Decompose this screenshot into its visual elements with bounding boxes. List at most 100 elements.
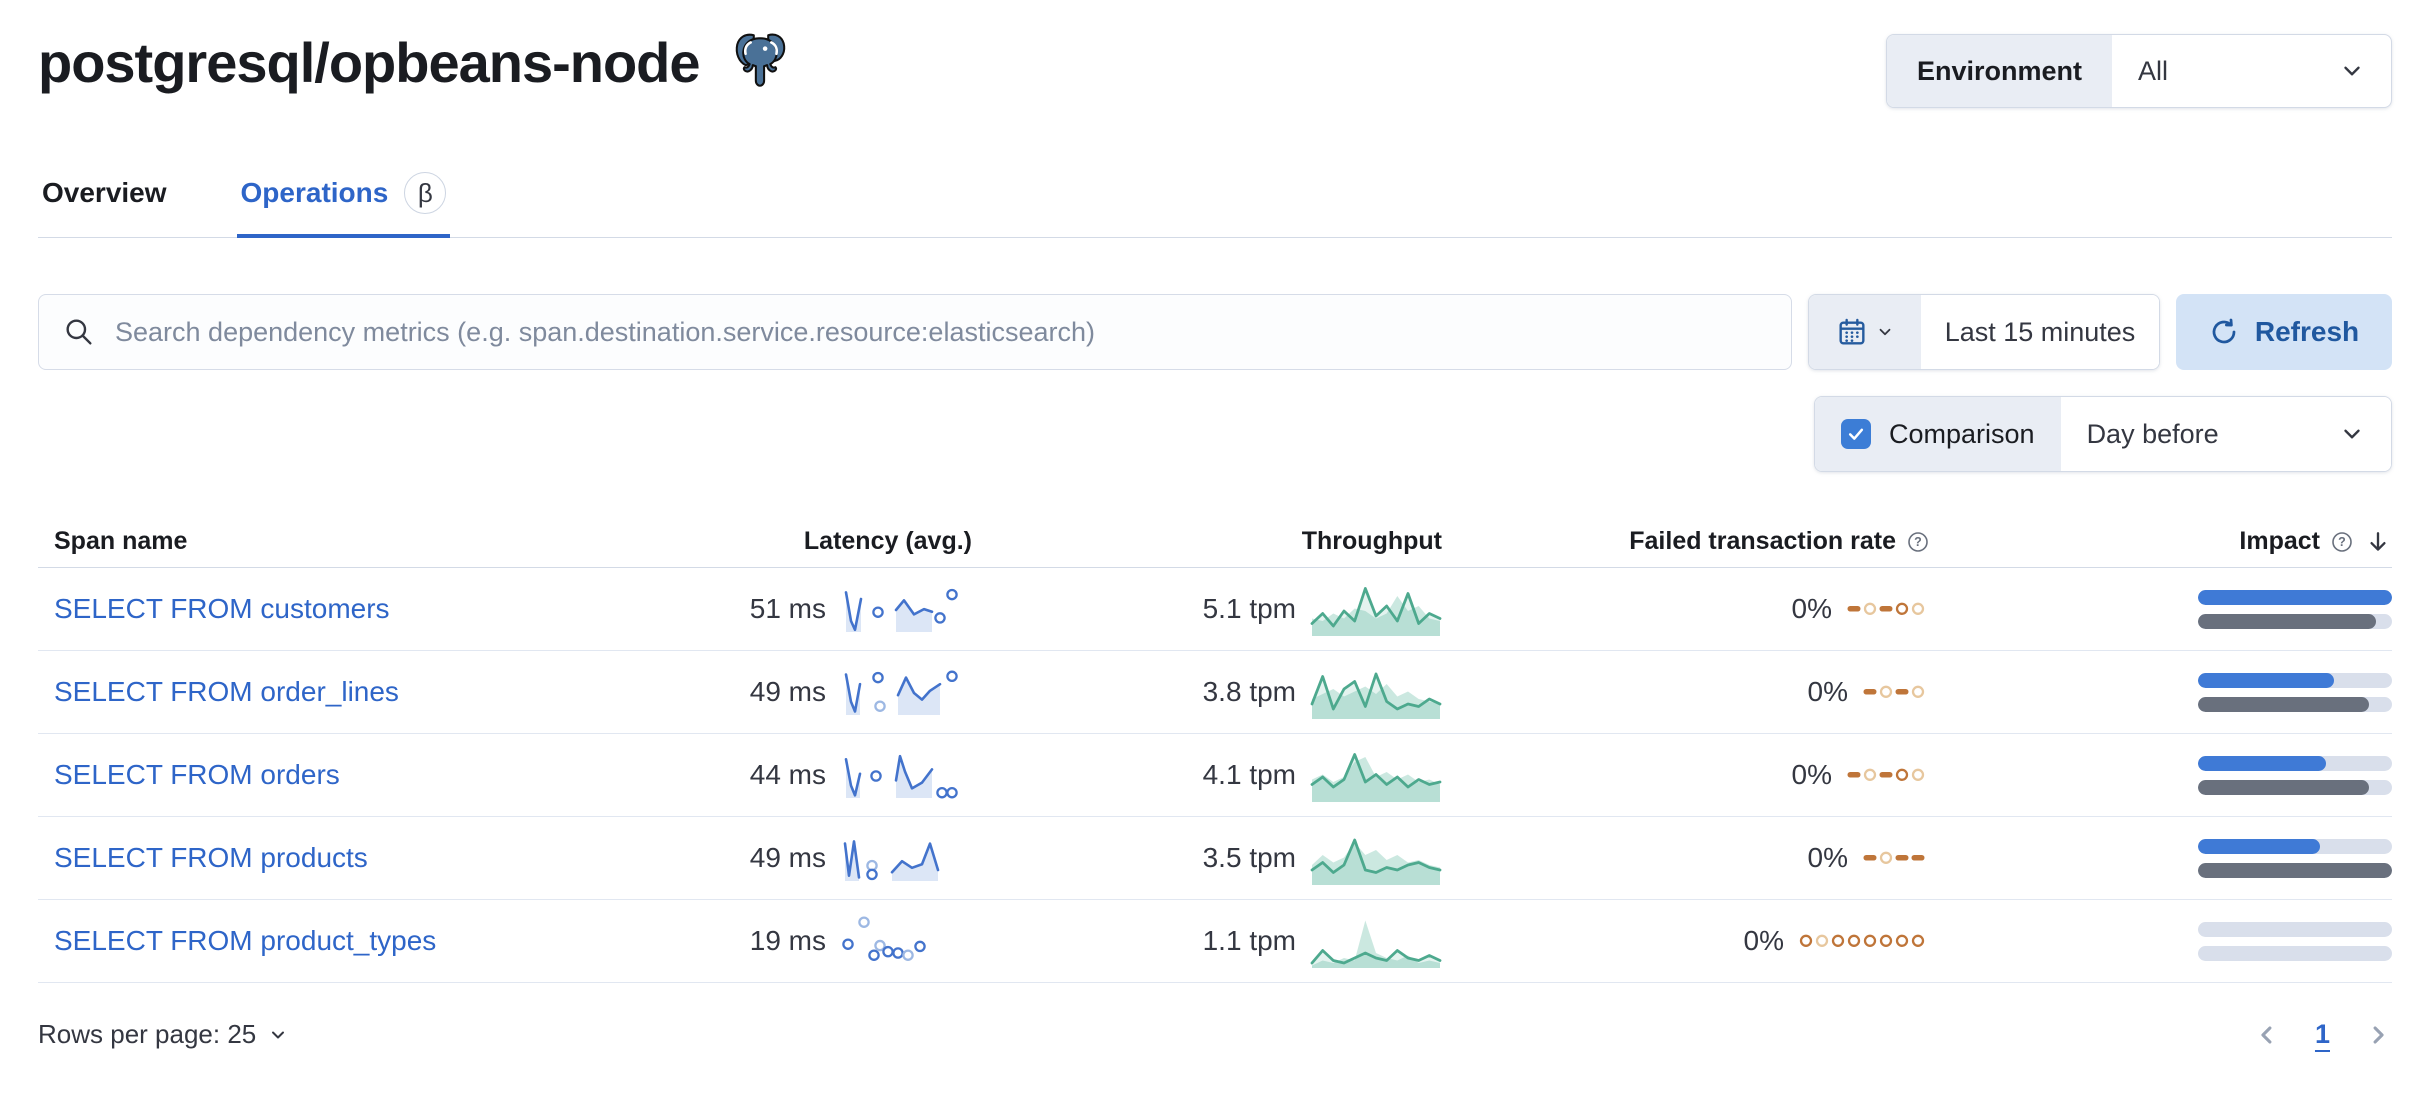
throughput-value: 1.1 tpm [1202, 925, 1296, 956]
impact-bars [2198, 672, 2392, 712]
environment-select[interactable]: Environment All [1886, 34, 2392, 108]
table-footer: Rows per page: 25 1 [38, 1019, 2392, 1050]
table-row: SELECT FROM orders 44 ms 4.1 tpm 0% [38, 734, 2392, 817]
failed-rate-value: 0% [1807, 676, 1848, 707]
throughput-sparkline [1310, 672, 1442, 719]
throughput-sparkline [1310, 753, 1442, 802]
throughput-sparkline [1310, 838, 1442, 885]
postgresql-icon [735, 33, 785, 87]
impact-current-bar [2198, 755, 2392, 771]
impact-current-bar [2198, 838, 2392, 854]
throughput-sparkline [1310, 920, 1442, 968]
failed-rate-value: 0% [1807, 842, 1848, 873]
column-latency[interactable]: Latency (avg.) [803, 527, 972, 555]
impact-current-bar [2198, 921, 2392, 937]
page-title: postgresql/opbeans-node [38, 31, 700, 94]
span-name-link[interactable]: SELECT FROM orders [54, 759, 340, 790]
datepicker: Last 15 minutes [1808, 294, 2160, 370]
search-icon [66, 319, 92, 345]
column-span-name[interactable]: Span name [54, 527, 188, 555]
span-name-link[interactable]: SELECT FROM order_lines [54, 676, 399, 707]
latency-sparkline [843, 840, 940, 881]
chevron-down-icon [2344, 66, 2360, 76]
tab-overview[interactable]: Overview [42, 176, 167, 208]
latency-sparkline [844, 588, 958, 632]
chevron-down-icon [272, 1031, 285, 1038]
comparison-select[interactable]: Day before [2060, 397, 2391, 471]
failed-rate-value: 0% [1791, 593, 1832, 624]
refresh-button[interactable]: Refresh [2176, 294, 2392, 370]
comparison-checkbox[interactable] [1841, 419, 1871, 449]
column-throughput[interactable]: Throughput [1301, 527, 1442, 555]
title-wrap: postgresql/opbeans-node [38, 26, 794, 95]
operations-table: Span name Latency (avg.) Throughput Fail… [38, 516, 2392, 983]
svg-text:?: ? [1914, 535, 1922, 549]
page-number[interactable]: 1 [2314, 1019, 2330, 1049]
failed-rate-sparkline [1863, 685, 1925, 698]
tabs: Overview Operations β [38, 166, 2392, 238]
throughput-value: 5.1 tpm [1202, 593, 1296, 624]
header: postgresql/opbeans-node Environment All [38, 26, 2392, 108]
throughput-value: 4.1 tpm [1202, 759, 1296, 790]
question-icon[interactable]: ? [1906, 530, 1930, 554]
span-name-link[interactable]: SELECT FROM customers [54, 593, 390, 624]
comparison-label: Comparison [1889, 418, 2035, 449]
table-body: SELECT FROM customers 51 ms 5.1 tpm 0% S… [38, 568, 2392, 983]
impact-previous-bar [2198, 945, 2392, 961]
table-row: SELECT FROM product_types 19 ms 1.1 tpm … [38, 900, 2392, 983]
previous-page-button[interactable] [2253, 1021, 2281, 1049]
span-name-link[interactable]: SELECT FROM products [54, 842, 368, 873]
throughput-sparkline [1310, 587, 1442, 636]
search-box [38, 294, 1792, 370]
rows-per-page-button[interactable]: Rows per page: 25 [38, 1019, 288, 1050]
svg-text:?: ? [2338, 535, 2346, 549]
impact-previous-bar [2198, 613, 2392, 629]
chevron-down-icon [2344, 429, 2360, 439]
impact-bars [2198, 921, 2392, 961]
time-range-button[interactable]: Last 15 minutes [1921, 295, 2159, 369]
toolbar: Last 15 minutes Refresh [38, 294, 2392, 370]
search-input[interactable] [113, 315, 1767, 349]
failed-rate-sparkline [1847, 602, 1925, 615]
table-row: SELECT FROM order_lines 49 ms 3.8 tpm 0% [38, 651, 2392, 734]
latency-value: 44 ms [749, 759, 826, 790]
next-page-button[interactable] [2364, 1021, 2392, 1049]
column-impact[interactable]: Impact ? [1930, 527, 2392, 556]
column-failed-rate[interactable]: Failed transaction rate ? [1442, 527, 1930, 556]
chevron-right-icon [2373, 1025, 2384, 1044]
table-row: SELECT FROM customers 51 ms 5.1 tpm 0% [38, 568, 2392, 651]
table-header: Span name Latency (avg.) Throughput Fail… [38, 516, 2392, 568]
throughput-value: 3.5 tpm [1202, 842, 1296, 873]
beta-badge: β [404, 172, 447, 214]
failed-rate-sparkline [1799, 934, 1925, 947]
throughput-value: 3.8 tpm [1202, 676, 1296, 707]
environment-label: Environment [1887, 35, 2113, 107]
latency-value: 19 ms [749, 925, 826, 956]
comparison-control: Comparison Day before [1814, 396, 2392, 472]
impact-previous-bar [2198, 779, 2392, 795]
environment-value: All [2112, 35, 2391, 107]
impact-bars [2198, 589, 2392, 629]
impact-current-bar [2198, 672, 2392, 688]
latency-sparkline [844, 670, 958, 715]
latency-value: 49 ms [749, 842, 826, 873]
latency-sparkline [842, 916, 926, 961]
datepicker-quick-menu-button[interactable] [1809, 295, 1921, 369]
check-icon [1848, 428, 1864, 440]
span-name-link[interactable]: SELECT FROM product_types [54, 925, 437, 956]
sort-desc-icon [2370, 531, 2386, 551]
table-row: SELECT FROM products 49 ms 3.5 tpm 0% [38, 817, 2392, 900]
failed-rate-sparkline [1847, 768, 1925, 781]
impact-bars [2198, 838, 2392, 878]
refresh-icon [2212, 318, 2236, 344]
chevron-down-icon [1879, 328, 1891, 336]
comparison-row: Comparison Day before [38, 396, 2392, 472]
latency-value: 51 ms [749, 593, 826, 624]
tab-operations[interactable]: Operations β [236, 166, 451, 238]
impact-current-bar [2198, 589, 2392, 605]
pagination: 1 [2253, 1019, 2392, 1050]
latency-value: 49 ms [749, 676, 826, 707]
failed-rate-value: 0% [1791, 759, 1832, 790]
question-icon[interactable]: ? [2330, 530, 2354, 554]
chevron-left-icon [2261, 1025, 2272, 1044]
